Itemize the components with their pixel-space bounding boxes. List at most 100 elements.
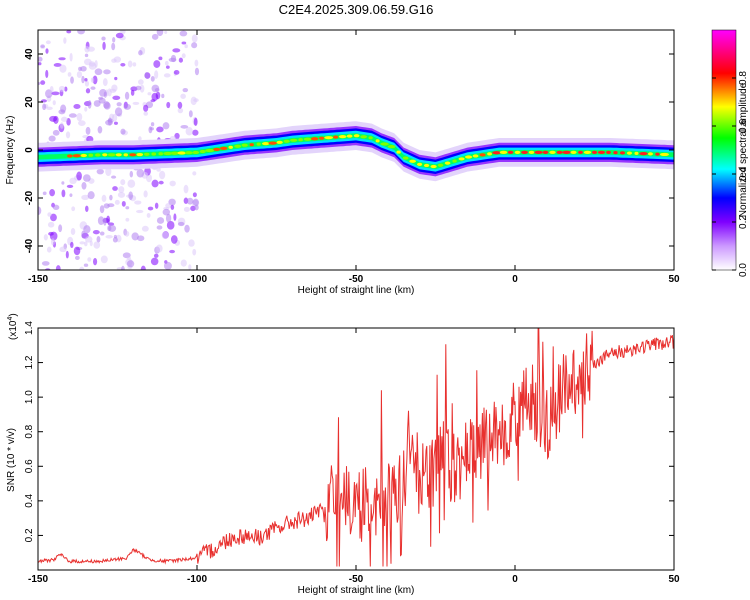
noise-speckle	[78, 120, 86, 126]
noise-speckle	[98, 96, 104, 100]
noise-speckle	[50, 238, 55, 246]
noise-speckle	[143, 190, 148, 198]
noise-speckle	[132, 62, 137, 67]
noise-speckle	[128, 191, 133, 201]
noise-speckle	[38, 62, 42, 66]
noise-speckle	[158, 56, 163, 61]
noise-speckle	[58, 224, 63, 233]
spectral-peak	[542, 150, 549, 154]
spectral-peak	[310, 137, 319, 141]
x-tick-label: -150	[28, 574, 48, 585]
noise-speckle	[47, 221, 55, 228]
top-x-axis-label: Height of straight line (km)	[298, 285, 415, 296]
spectral-peak	[549, 150, 556, 154]
noise-speckle	[120, 128, 126, 135]
noise-speckle	[156, 217, 165, 224]
noise-speckle	[103, 91, 107, 98]
spectral-peak	[353, 134, 360, 138]
noise-speckle	[147, 206, 154, 211]
colorbar	[711, 29, 737, 271]
spectral-peak	[199, 149, 206, 154]
noise-speckle	[118, 186, 125, 194]
noise-speckle	[164, 60, 169, 66]
noise-speckle	[40, 44, 45, 48]
spectral-peak	[423, 163, 430, 168]
noise-speckle	[65, 131, 71, 139]
spectral-peak	[95, 153, 101, 157]
noise-speckle	[60, 116, 68, 122]
spectral-peak	[613, 150, 618, 155]
spectral-peak	[136, 152, 144, 157]
noise-speckle	[48, 231, 54, 236]
noise-speckle	[42, 191, 47, 196]
noise-speckle	[52, 100, 56, 106]
noise-speckle	[158, 180, 164, 185]
noise-speckle	[150, 99, 156, 103]
noise-speckle	[112, 186, 118, 191]
colorbar-tick-label: 0.4	[738, 167, 749, 181]
noise-speckle	[184, 44, 188, 49]
noise-speckle	[148, 126, 153, 134]
noise-speckle	[192, 248, 197, 256]
spectral-peak	[346, 134, 353, 138]
noise-speckle	[154, 70, 159, 79]
noise-speckle	[46, 246, 52, 253]
spectral-peak	[219, 146, 228, 150]
spectral-peak	[80, 153, 87, 158]
bottom-x-axis-ticks: -150 -100 -50 0 50	[28, 328, 680, 585]
snr-series-line	[38, 328, 674, 567]
bottom-y-axis-label: SNR (10 * v/v)	[6, 428, 17, 492]
noise-speckle	[87, 257, 92, 262]
noise-speckle	[173, 70, 180, 75]
noise-speckle	[76, 171, 82, 181]
noise-speckle	[43, 234, 48, 241]
noise-speckle	[121, 200, 126, 207]
noise-speckle	[102, 78, 108, 87]
noise-speckle	[169, 180, 176, 187]
noise-speckle	[127, 60, 133, 68]
noise-speckle	[194, 204, 199, 211]
spectral-peak	[499, 150, 508, 154]
noise-speckle	[156, 244, 163, 253]
spectral-peak	[606, 150, 611, 154]
noise-speckle	[151, 84, 160, 93]
noise-speckle	[170, 54, 177, 63]
noise-speckle	[82, 174, 91, 182]
noise-speckle	[81, 181, 87, 190]
spectral-peak	[213, 147, 221, 152]
noise-speckle	[183, 206, 190, 212]
noise-speckle	[88, 61, 96, 67]
x-tick-label: -50	[349, 274, 364, 285]
noise-speckle	[69, 52, 73, 62]
spectral-peak	[115, 153, 122, 157]
noise-speckle	[79, 241, 85, 245]
noise-speckle	[97, 126, 103, 134]
spectral-peak	[249, 143, 254, 147]
noise-speckle	[74, 255, 80, 260]
noise-speckle	[166, 220, 175, 230]
noise-speckle	[156, 225, 163, 230]
noise-speckle	[70, 76, 74, 84]
spectral-peak	[479, 153, 486, 157]
spectral-peak	[430, 164, 437, 169]
spectral-peak	[268, 141, 277, 145]
noise-speckle	[125, 206, 130, 210]
spectral-peak	[487, 152, 492, 156]
spectral-peak	[143, 152, 150, 156]
x-tick-label: 0	[512, 574, 518, 585]
noise-speckle	[83, 263, 89, 267]
noise-speckle	[83, 225, 91, 234]
noise-speckle	[70, 241, 74, 248]
noise-speckle	[94, 60, 98, 68]
y-tick-label: 1.4	[24, 321, 35, 335]
noise-speckle	[77, 30, 85, 35]
noise-speckle	[162, 208, 171, 216]
noise-speckle	[180, 93, 186, 99]
spectral-peak	[465, 155, 473, 159]
y-tick-label: 0.6	[24, 459, 35, 473]
spectral-peak	[228, 145, 233, 149]
noise-speckle	[155, 91, 161, 100]
x-tick-label: -50	[349, 574, 364, 585]
noise-speckle	[84, 77, 88, 82]
noise-speckle	[190, 205, 196, 212]
